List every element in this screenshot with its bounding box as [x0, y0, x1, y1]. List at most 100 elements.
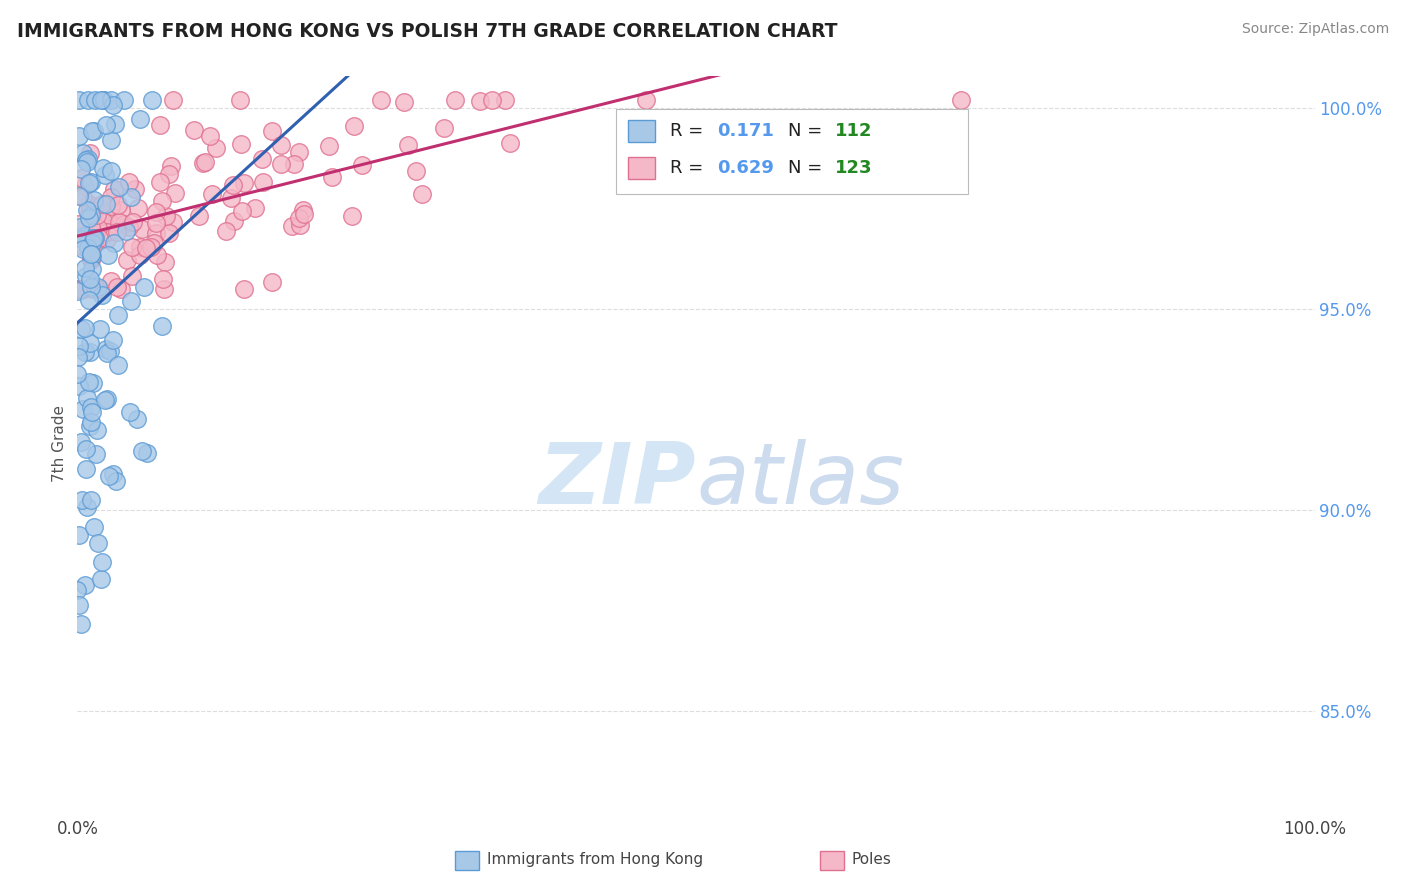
Point: [150, 194, 173, 208]
Point: [94, 393, 117, 408]
Point: [229, 94, 252, 108]
Text: 123: 123: [835, 159, 872, 177]
Point: [103, 236, 125, 251]
Point: [86, 208, 108, 222]
Point: [142, 236, 165, 251]
Point: [89, 282, 111, 296]
Point: [108, 179, 131, 194]
Point: [84, 235, 107, 249]
Point: [67, 93, 90, 107]
Point: [159, 159, 181, 173]
Point: [80, 404, 103, 418]
Text: Immigrants from Hong Kong: Immigrants from Hong Kong: [486, 852, 703, 867]
Point: [103, 182, 125, 196]
Text: ZIP: ZIP: [538, 439, 696, 522]
Point: [107, 308, 129, 322]
Point: [135, 241, 157, 255]
Point: [79, 272, 101, 286]
Point: [84, 93, 107, 107]
Point: [343, 119, 366, 133]
Point: [80, 280, 103, 294]
Point: [321, 169, 343, 184]
Point: [89, 322, 111, 336]
Point: [76, 155, 98, 169]
Point: [120, 293, 142, 308]
Point: [67, 598, 90, 612]
Point: [107, 215, 129, 229]
Point: [104, 117, 127, 131]
Point: [121, 240, 143, 254]
Point: [120, 405, 142, 419]
Point: [80, 175, 103, 189]
Point: [72, 242, 94, 256]
Point: [91, 288, 114, 302]
Point: [91, 555, 114, 569]
Point: [183, 122, 205, 136]
Point: [131, 221, 153, 235]
Point: [66, 367, 89, 381]
Point: [75, 321, 97, 335]
Point: [118, 175, 141, 189]
Point: [100, 93, 122, 107]
Point: [100, 189, 122, 203]
Point: [73, 227, 96, 241]
Point: [129, 247, 152, 261]
Point: [350, 157, 373, 171]
Point: [127, 201, 149, 215]
Point: [233, 176, 256, 190]
Point: [79, 145, 101, 160]
Y-axis label: 7th Grade: 7th Grade: [52, 405, 67, 483]
Point: [270, 157, 292, 171]
Point: [76, 391, 98, 405]
Point: [83, 230, 105, 244]
Point: [118, 219, 141, 234]
Point: [80, 247, 103, 261]
Point: [162, 214, 184, 228]
Point: [110, 282, 132, 296]
Point: [396, 137, 419, 152]
Point: [157, 226, 180, 240]
Point: [89, 210, 111, 224]
Text: Poles: Poles: [852, 852, 891, 867]
Point: [80, 251, 103, 265]
Point: [72, 232, 94, 246]
Point: [287, 145, 309, 159]
Point: [288, 218, 311, 232]
Point: [498, 136, 520, 150]
Point: [292, 207, 315, 221]
Point: [80, 253, 103, 268]
Text: 0.629: 0.629: [717, 159, 773, 177]
Point: [69, 339, 91, 353]
Point: [83, 231, 105, 245]
Point: [86, 227, 108, 241]
Point: [79, 336, 101, 351]
Point: [77, 197, 100, 211]
Point: [231, 136, 253, 151]
Point: [162, 93, 184, 107]
Point: [112, 93, 135, 107]
Bar: [820, 852, 845, 870]
Point: [66, 285, 89, 299]
Point: [481, 93, 503, 107]
Point: [157, 167, 180, 181]
Text: IMMIGRANTS FROM HONG KONG VS POLISH 7TH GRADE CORRELATION CHART: IMMIGRANTS FROM HONG KONG VS POLISH 7TH …: [17, 22, 838, 41]
Point: [252, 175, 274, 189]
Point: [96, 232, 118, 246]
Point: [77, 293, 100, 307]
Point: [91, 93, 114, 107]
Point: [87, 279, 110, 293]
Point: [87, 231, 110, 245]
Point: [433, 120, 456, 135]
Point: [79, 418, 101, 433]
Point: [250, 152, 273, 166]
Point: [73, 178, 96, 193]
Point: [72, 145, 94, 160]
Point: [72, 171, 94, 186]
Point: [80, 415, 103, 429]
Point: [201, 187, 224, 202]
Point: [245, 201, 267, 215]
Point: [80, 208, 103, 222]
Point: [70, 493, 93, 508]
Point: [80, 249, 103, 263]
Point: [76, 153, 98, 167]
